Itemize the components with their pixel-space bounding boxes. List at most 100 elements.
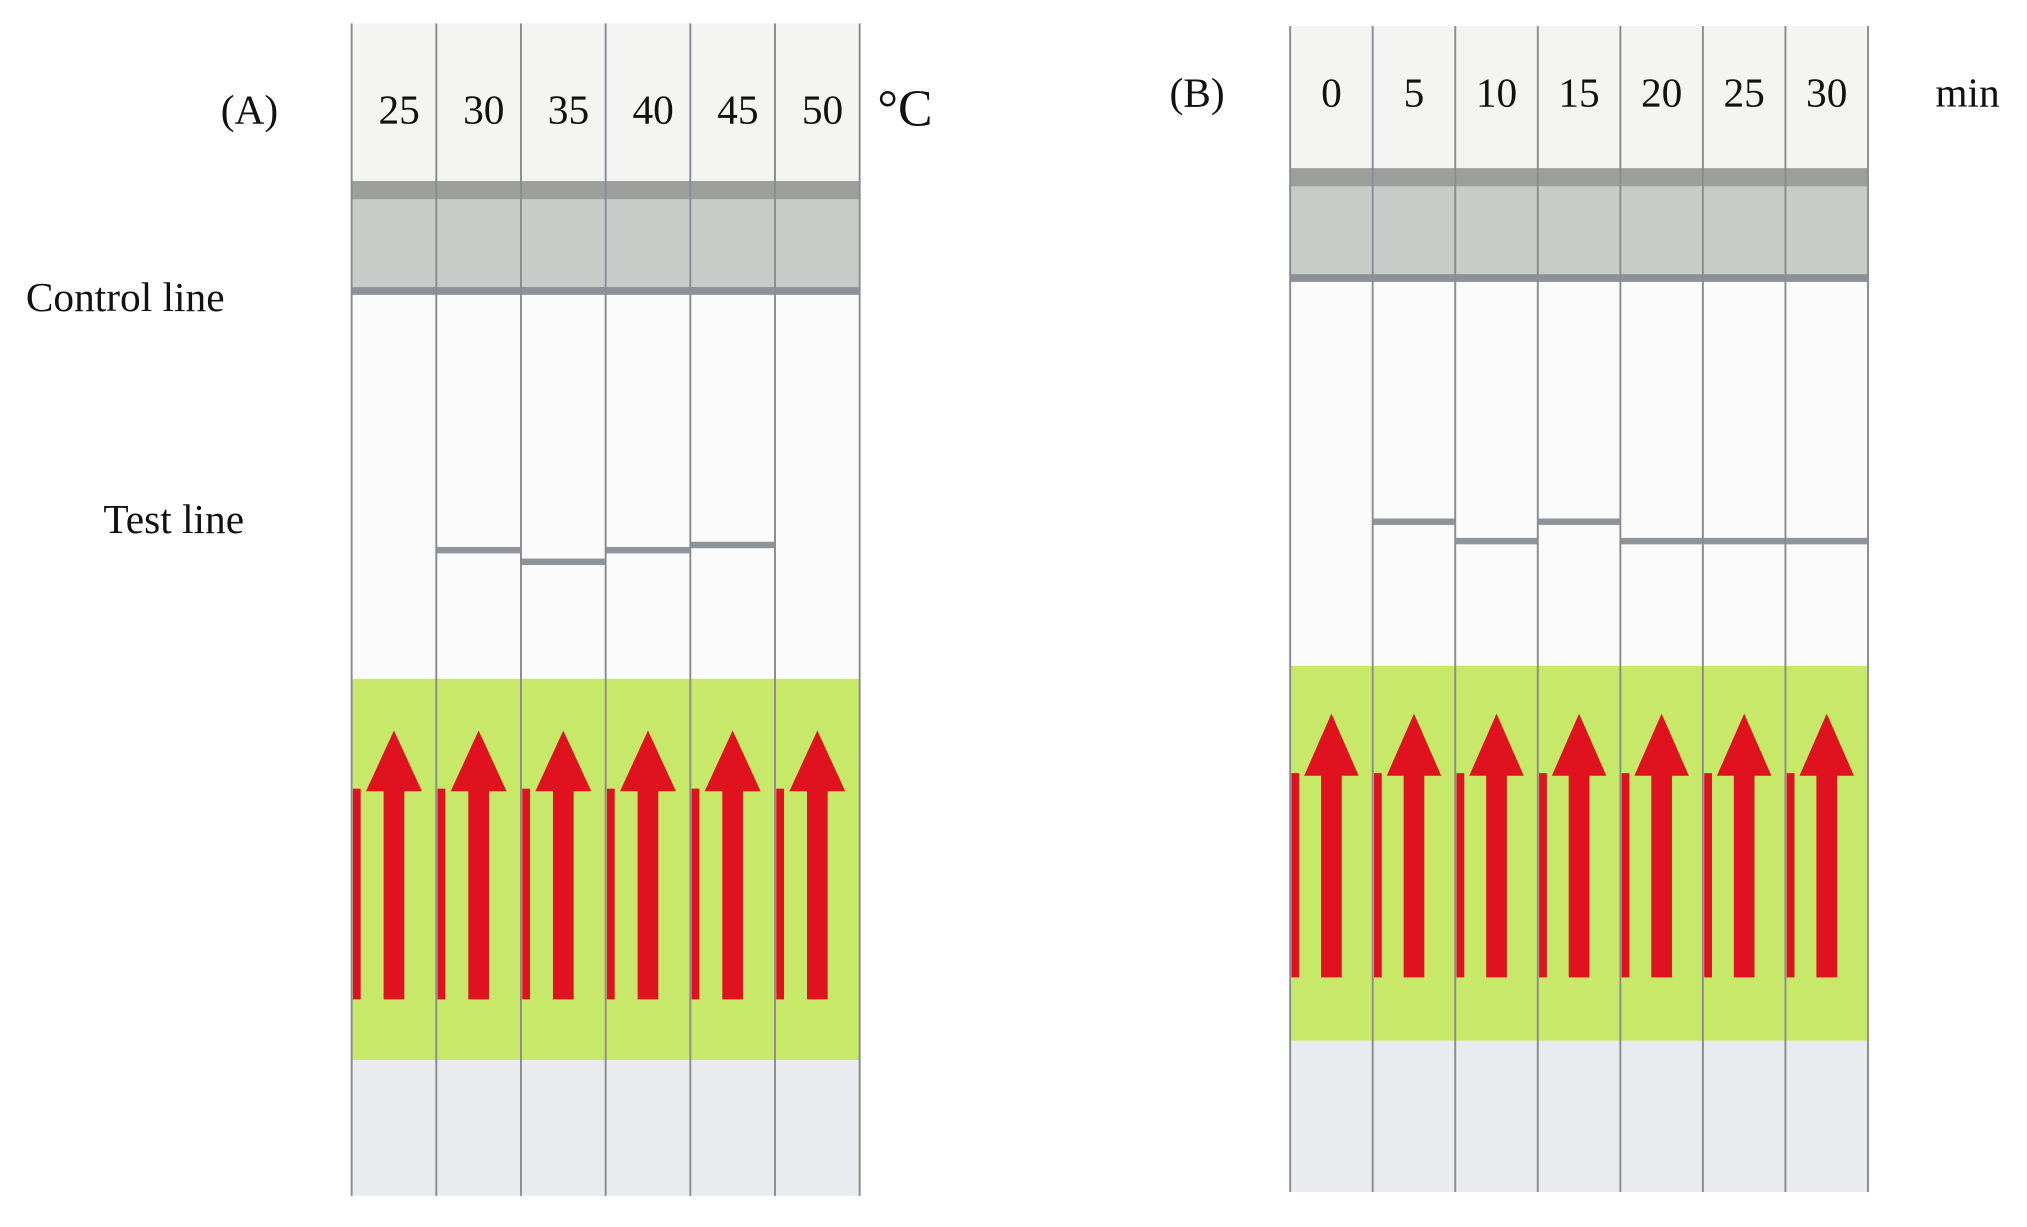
strip-band: [774, 181, 860, 200]
strip: [435, 23, 521, 1196]
test-line: [1702, 537, 1786, 545]
arrow-head: [789, 730, 846, 792]
test-line: [1372, 518, 1456, 525]
arrow-head: [450, 730, 507, 792]
strip-fiber: [436, 1060, 521, 1196]
arrow-shaft: [1651, 773, 1672, 978]
strip-top: [351, 23, 437, 182]
arrow-edge: [352, 788, 361, 1000]
arrow-edge: [437, 788, 446, 1000]
strip-top: [1537, 25, 1621, 169]
strip-fiber: [1702, 1040, 1786, 1192]
arrow-shaft: [1816, 773, 1838, 978]
strip-top: [436, 23, 521, 182]
panel-label: (B): [1169, 70, 1224, 117]
arrow-head: [1386, 713, 1442, 776]
strip-top: [1372, 25, 1456, 169]
strip: [350, 23, 437, 1196]
arrow-edge: [776, 788, 785, 1000]
lane-label: 10: [1476, 70, 1517, 116]
strip-membrane: [520, 290, 606, 679]
strip-band: [605, 181, 691, 200]
strip-band: [1372, 168, 1456, 187]
arrow-shaft: [1486, 773, 1507, 978]
row-label: Test line: [103, 496, 244, 542]
arrow-edge: [1373, 773, 1382, 978]
strip-top: [1620, 25, 1703, 169]
arrow-shaft: [1733, 773, 1755, 978]
strip-band: [1537, 168, 1621, 187]
arrow-head: [704, 730, 761, 792]
strip-pad: [774, 181, 860, 291]
test-line: [436, 546, 521, 554]
strip-pad: [1372, 168, 1456, 279]
strip-pad: [1290, 168, 1373, 279]
test-line: [1455, 537, 1538, 545]
strip-band: [1702, 168, 1786, 187]
strip-membrane: [1537, 278, 1621, 666]
test-line: [1785, 537, 1868, 545]
arrow-head: [1799, 713, 1854, 776]
lane-label: 30: [1806, 70, 1847, 116]
strip-membrane: [774, 290, 860, 679]
arrow-shaft: [552, 788, 574, 1000]
arrow-shaft: [1568, 773, 1590, 978]
strip-membrane: [1372, 278, 1456, 666]
arrow-head: [620, 730, 676, 792]
strip-fiber: [1372, 1040, 1456, 1192]
row-label: Control line: [26, 274, 225, 320]
test-line: [520, 558, 606, 566]
lane-label: 0: [1321, 70, 1342, 116]
strip-pad: [1455, 168, 1538, 279]
unit-label: °C: [877, 81, 932, 138]
arrow-edge: [1621, 773, 1630, 978]
panel-label: (A): [221, 86, 278, 133]
arrow-shaft: [1321, 773, 1342, 978]
strip: [1454, 25, 1538, 1192]
strip-pad: [436, 181, 521, 291]
control-line: [774, 287, 860, 295]
strip-pad: [1620, 168, 1703, 279]
arrow-shaft: [722, 788, 743, 1000]
strip-top: [690, 23, 775, 182]
lane-label: 20: [1641, 70, 1682, 116]
strip: [774, 23, 860, 1196]
strip-fiber: [351, 1060, 437, 1196]
control-line: [605, 287, 691, 295]
arrow-edge: [1291, 773, 1300, 978]
arrow-shaft: [383, 788, 405, 1000]
strip-fiber: [774, 1060, 860, 1196]
arrow-edge: [522, 788, 531, 1000]
control-line: [1372, 274, 1456, 282]
strip-membrane: [351, 290, 437, 679]
strip-band: [520, 181, 606, 200]
lane-label: 40: [632, 86, 673, 132]
test-line: [690, 541, 775, 549]
strip: [689, 23, 775, 1196]
strip-membrane: [1455, 278, 1538, 666]
strip-band: [1290, 168, 1373, 187]
arrow-head: [535, 730, 592, 792]
strip-fiber: [1290, 1040, 1373, 1192]
strip-top: [520, 23, 606, 182]
strip-membrane: [436, 290, 521, 679]
strip: [1784, 25, 1868, 1192]
strip-pad: [1785, 168, 1868, 279]
lane-label: 45: [717, 86, 758, 132]
strip: [520, 23, 606, 1196]
test-line: [1537, 518, 1621, 525]
strip-pad: [1537, 168, 1621, 279]
strip-top: [774, 23, 860, 182]
arrow-head: [1469, 713, 1524, 776]
arrow-edge: [606, 788, 615, 1000]
strip-pad: [605, 181, 691, 291]
arrow-shaft: [806, 788, 828, 1000]
arrow-head: [1551, 713, 1607, 776]
lane-label: 25: [378, 86, 419, 132]
strip-band: [1785, 168, 1868, 187]
strip-membrane: [1702, 278, 1786, 666]
strip-membrane: [1290, 278, 1373, 666]
control-line: [1785, 274, 1868, 282]
strip-band: [351, 181, 437, 200]
control-line: [1620, 274, 1703, 282]
